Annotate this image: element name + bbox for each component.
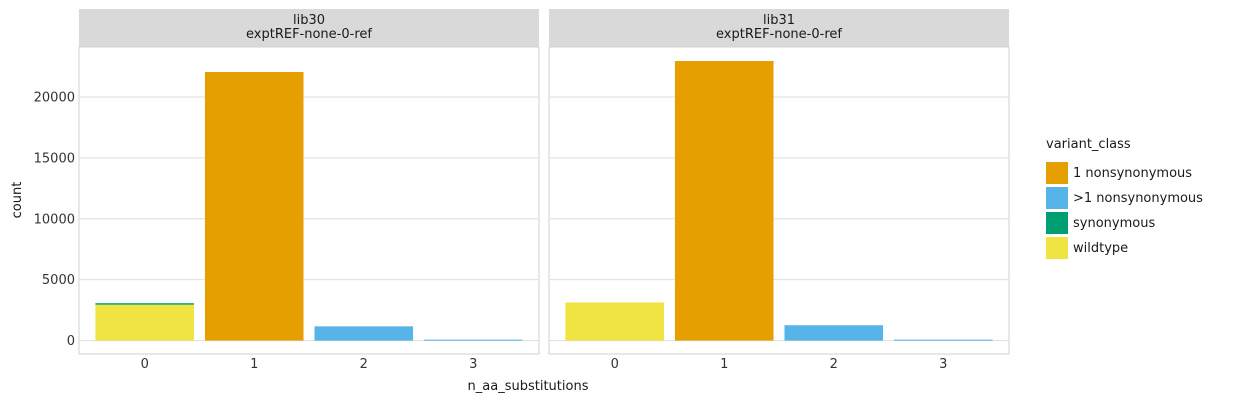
bar-0-wildtype	[565, 302, 664, 341]
bar-2--1-nonsynonymous	[784, 325, 884, 341]
facet-title-line1: lib31	[763, 13, 795, 28]
legend-title: variant_class	[1046, 137, 1131, 152]
y-axis-title: count	[10, 182, 25, 219]
facet-strip	[79, 9, 539, 47]
facet-strip	[549, 9, 1009, 47]
x-tick-label: 1	[720, 357, 728, 372]
x-tick-label: 3	[939, 357, 947, 372]
x-tick-label: 2	[360, 357, 368, 372]
facet-title-line2: exptREF-none-0-ref	[246, 27, 372, 42]
bar-3--1-nonsynonymous	[894, 339, 993, 341]
bar-0-wildtype	[95, 304, 194, 341]
legend: variant_class 1 nonsynonymous >1 nonsynon…	[1046, 137, 1203, 259]
panel-background	[78, 46, 540, 355]
x-tick-label: 3	[469, 357, 477, 372]
legend-label: >1 nonsynonymous	[1073, 191, 1203, 206]
bar-2--1-nonsynonymous	[314, 326, 414, 341]
legend-swatch	[1046, 212, 1068, 234]
x-tick-label: 0	[611, 357, 619, 372]
y-tick-label: 5000	[42, 273, 75, 288]
x-tick-label: 1	[250, 357, 258, 372]
y-tick-label: 10000	[34, 212, 75, 227]
legend-label: 1 nonsynonymous	[1073, 166, 1192, 181]
bar-3--1-nonsynonymous	[424, 339, 523, 341]
bar-1-1-nonsynonymous	[674, 61, 774, 341]
facet-title-line1: lib30	[293, 13, 325, 28]
y-tick-label: 15000	[34, 151, 75, 166]
legend-label: wildtype	[1073, 241, 1128, 256]
legend-swatch	[1046, 162, 1068, 184]
x-tick-label: 0	[141, 357, 149, 372]
bar-1-1-nonsynonymous	[204, 71, 304, 341]
x-tick-label: 2	[830, 357, 838, 372]
legend-swatch	[1046, 187, 1068, 209]
legend-swatch	[1046, 237, 1068, 259]
facet-title-line2: exptREF-none-0-ref	[716, 27, 842, 42]
legend-label: synonymous	[1073, 216, 1155, 231]
x-axis-title: n_aa_substitutions	[468, 379, 589, 394]
bar-0-synonymous	[95, 303, 194, 305]
y-axis: 0 5000 10000 15000 20000	[34, 90, 75, 349]
y-tick-label: 20000	[34, 90, 75, 105]
y-tick-label: 0	[67, 334, 75, 349]
